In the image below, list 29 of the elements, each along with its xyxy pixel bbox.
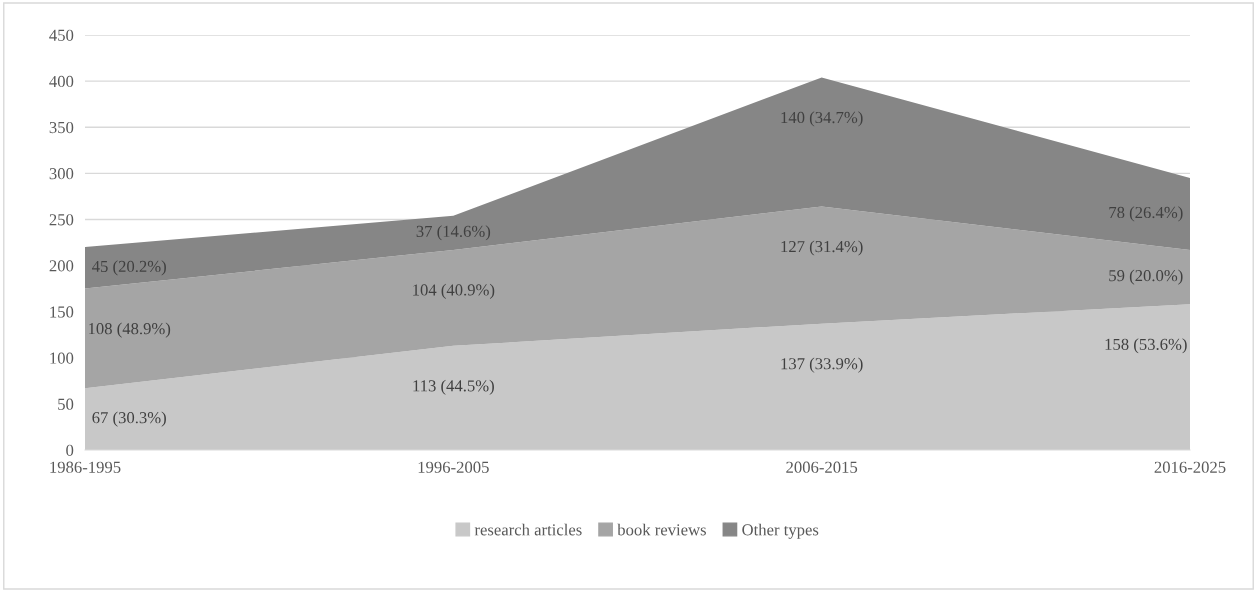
data-label: 104 (40.9%) [413, 283, 495, 299]
y-tick-label: 300 [49, 168, 74, 180]
y-tick-label: 450 [49, 29, 74, 41]
data-label: 108 (48.9%) [89, 322, 171, 338]
y-tick-label: 250 [49, 214, 74, 226]
x-tick-label: 1996-2005 [418, 461, 489, 473]
x-tick-label: 1986-1995 [50, 461, 121, 473]
y-tick-label: 0 [66, 444, 74, 456]
data-label: 158 (53.6%) [1105, 338, 1187, 354]
data-label: 137 (33.9%) [781, 357, 863, 373]
y-tick-label: 100 [50, 352, 74, 364]
data-label: 67 (30.3%) [92, 411, 166, 427]
data-label: 113 (44.5%) [413, 379, 494, 395]
data-label: 127 (31.4%) [781, 240, 863, 256]
data-label: 45 (20.2%) [92, 260, 166, 276]
data-label: 78 (26.4%) [1109, 206, 1183, 222]
y-tick-label: 150 [50, 306, 74, 318]
data-label: 59 (20.0%) [1109, 269, 1183, 285]
legend-label: research articles [474, 523, 582, 536]
legend-label: Other types [742, 523, 819, 539]
data-label: 37 (14.6%) [416, 225, 491, 241]
y-tick-label: 200 [49, 260, 74, 272]
x-tick-label: 2006-2015 [786, 461, 858, 473]
data-label: 140 (34.7%) [781, 111, 863, 127]
y-tick-label: 50 [58, 398, 74, 410]
y-tick-label: 350 [49, 121, 74, 134]
y-tick-label: 400 [49, 75, 74, 88]
legend-label: book reviews [617, 523, 706, 536]
x-tick-label: 2016-2025 [1154, 461, 1226, 473]
